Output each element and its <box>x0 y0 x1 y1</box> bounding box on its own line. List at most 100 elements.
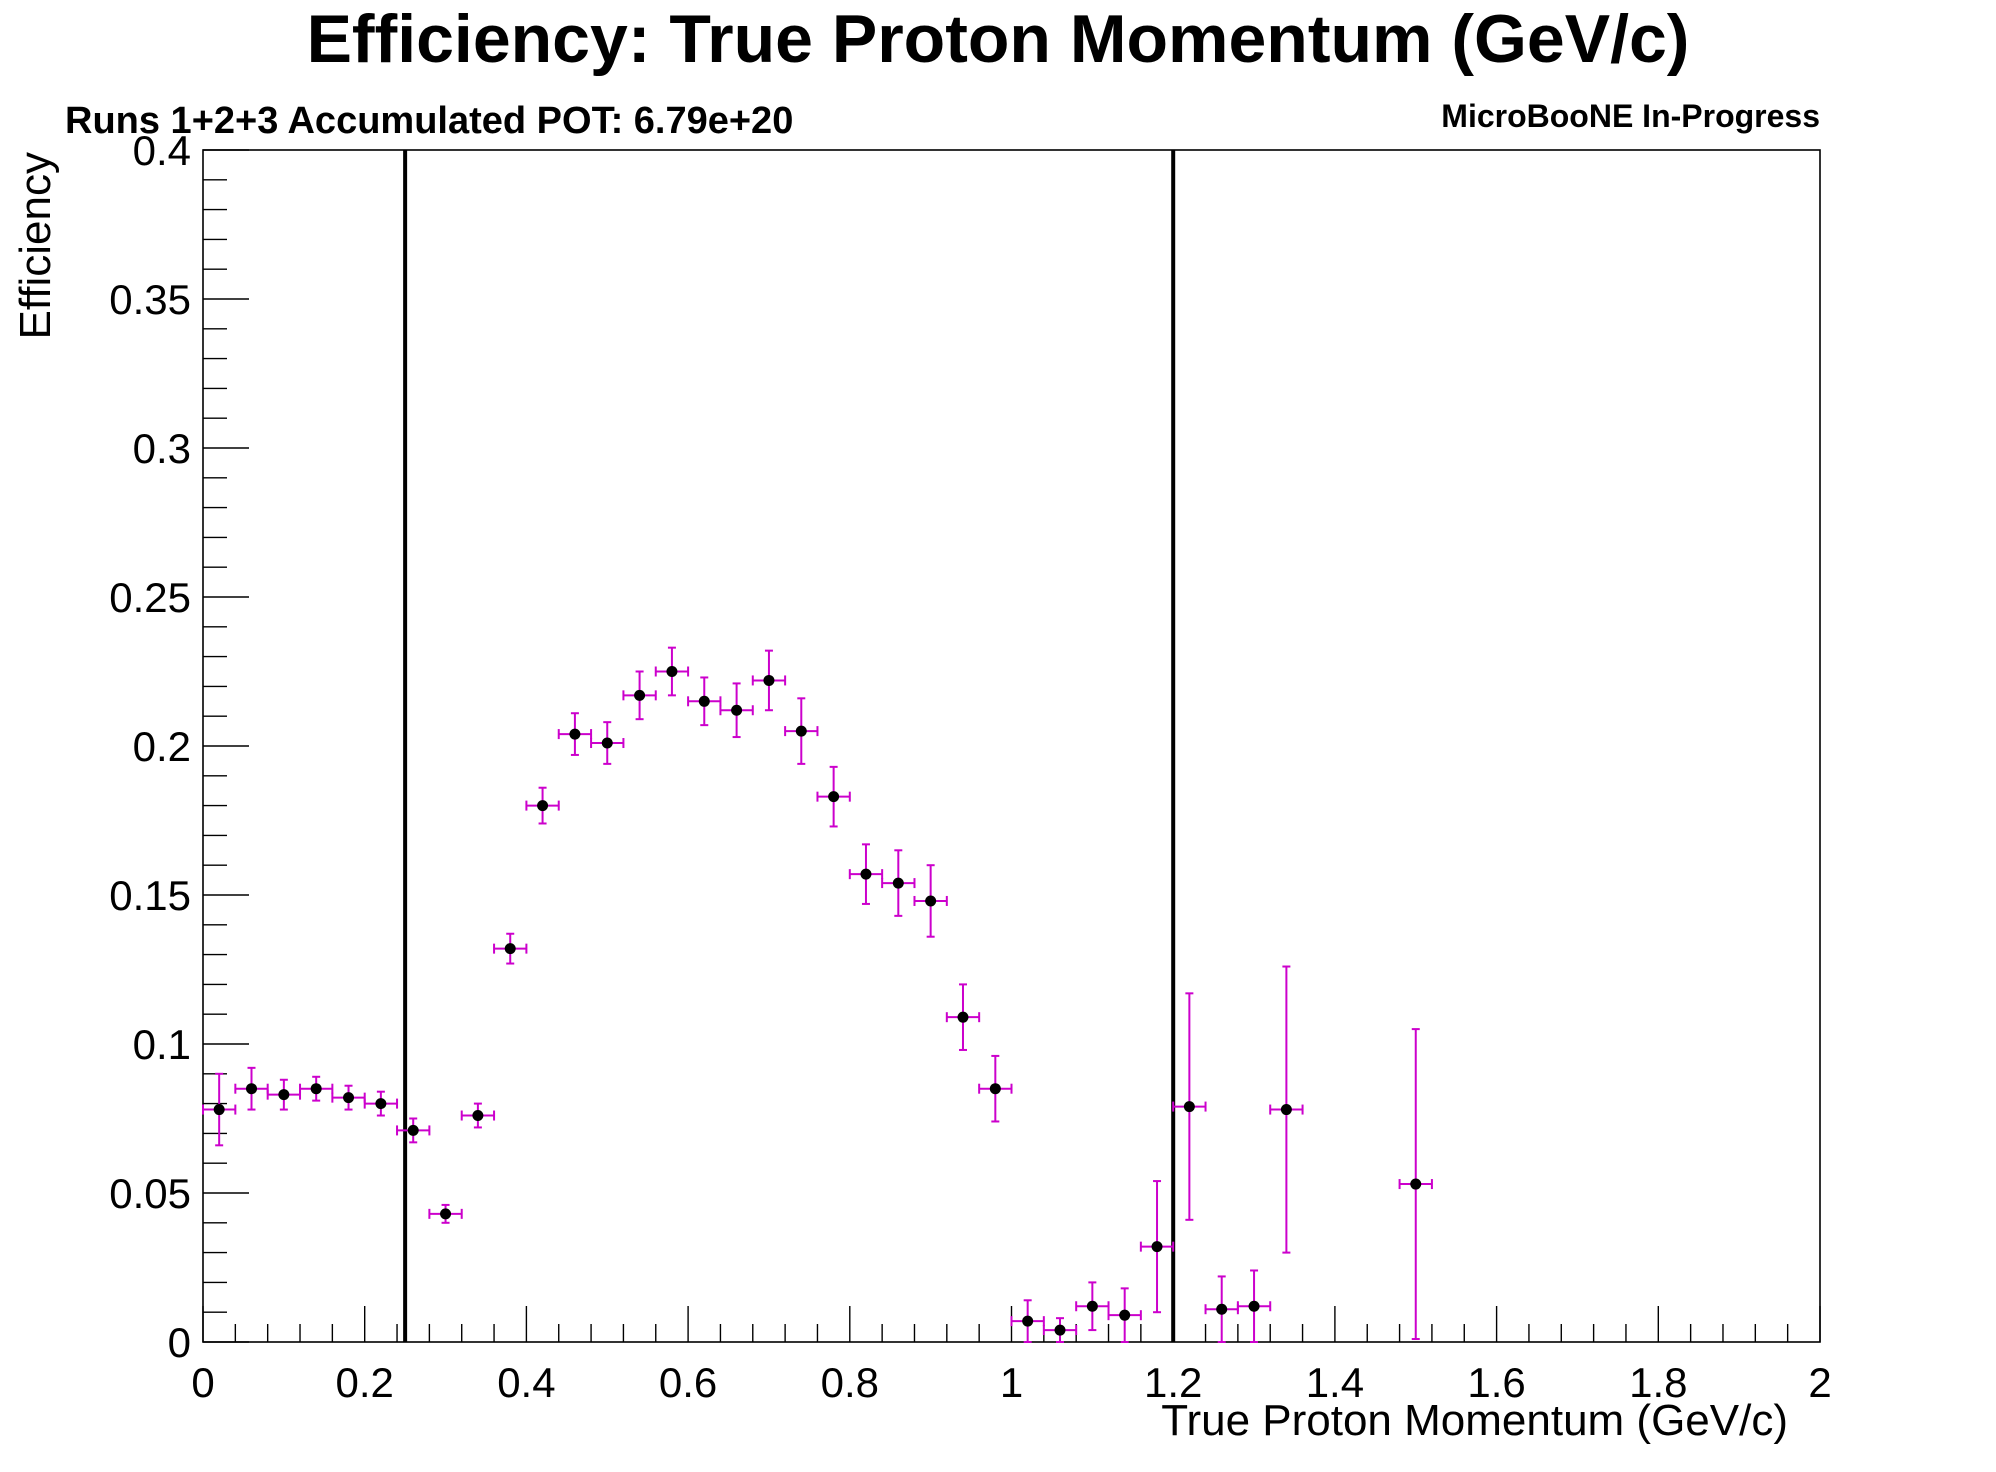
data-marker <box>537 800 549 812</box>
data-point <box>1204 1275 1239 1343</box>
data-point <box>1010 1299 1045 1343</box>
data-marker <box>246 1083 258 1095</box>
data-point <box>978 1054 1013 1123</box>
data-marker <box>1410 1178 1422 1190</box>
data-marker <box>375 1098 387 1110</box>
data-point <box>848 843 884 905</box>
data-marker <box>1086 1300 1098 1312</box>
x-tick-label: 0.6 <box>659 1359 717 1406</box>
y-axis-label: Efficiency <box>11 152 60 340</box>
data-marker <box>1183 1101 1195 1113</box>
x-axis-label: True Proton Momentum (GeV/c) <box>1161 1396 1788 1445</box>
data-marker <box>892 877 904 889</box>
data-marker <box>634 689 646 701</box>
y-tick-label: 0.1 <box>133 1021 191 1068</box>
data-marker <box>957 1011 969 1023</box>
data-marker <box>504 943 516 955</box>
plot-border <box>202 149 1821 1343</box>
plot-frame <box>202 149 1821 1343</box>
chart-subtitle: Runs 1+2+3 Accumulated POT: 6.79e+20 <box>65 100 793 142</box>
y-tick-label: 0.15 <box>109 872 191 919</box>
data-point <box>881 849 916 917</box>
x-tick-label: 1.2 <box>1144 1359 1202 1406</box>
data-point <box>1107 1287 1142 1343</box>
data-point <box>525 786 560 825</box>
y-tick-label: 0.25 <box>109 574 191 621</box>
data-point <box>1075 1281 1110 1332</box>
data-marker <box>1151 1241 1163 1253</box>
data-marker <box>989 1083 1001 1095</box>
data-marker <box>407 1124 419 1136</box>
data-point <box>202 1072 237 1147</box>
x-axis: 0 0.2 0.4 0.6 0.8 1 1.2 1.4 1.6 1.8 2 <box>191 1306 1832 1406</box>
data-point <box>687 676 722 727</box>
data-marker <box>666 666 678 677</box>
y-tick-label: 0.2 <box>133 723 191 770</box>
data-marker <box>795 725 807 737</box>
data-point <box>751 649 787 712</box>
x-tick-label: 1.8 <box>1629 1359 1687 1406</box>
data-point <box>945 983 981 1051</box>
data-marker <box>310 1083 322 1095</box>
chart-tag: MicroBooNE In-Progress <box>1441 98 1820 134</box>
data-point <box>784 697 819 765</box>
data-point <box>299 1075 334 1102</box>
data-marker <box>601 737 613 749</box>
data-point <box>719 682 754 739</box>
data-point <box>396 1117 431 1144</box>
data-point <box>1139 1180 1175 1314</box>
x-tick-label: 0.8 <box>821 1359 879 1406</box>
data-marker <box>1119 1309 1131 1321</box>
data-marker <box>1248 1300 1260 1312</box>
data-marker <box>472 1110 484 1122</box>
data-marker <box>1216 1303 1228 1315</box>
data-point <box>1172 992 1207 1221</box>
data-marker <box>343 1092 355 1104</box>
data-marker <box>1054 1324 1066 1336</box>
y-tick-label: 0 <box>168 1319 191 1366</box>
data-point <box>428 1203 463 1224</box>
chart-title: Efficiency: True Proton Momentum (GeV/c) <box>307 1 1690 77</box>
x-tick-label: 1.4 <box>1306 1359 1364 1406</box>
x-tick-label: 1 <box>1000 1359 1023 1406</box>
data-point <box>654 646 690 697</box>
x-tick-label: 0.2 <box>336 1359 394 1406</box>
data-marker <box>698 695 710 707</box>
data-marker <box>925 895 937 907</box>
x-tick-label: 2 <box>1808 1359 1831 1406</box>
data-marker <box>860 868 872 880</box>
data-marker <box>569 728 581 740</box>
cut-lines <box>403 150 1176 1342</box>
data-marker <box>213 1104 225 1116</box>
data-point <box>266 1078 302 1111</box>
data-point <box>1236 1269 1272 1343</box>
data-point <box>913 864 948 938</box>
data-point <box>557 712 593 756</box>
data-point <box>460 1102 496 1129</box>
y-tick-label: 0.35 <box>109 276 191 323</box>
data-marker <box>1280 1104 1292 1116</box>
data-point <box>590 721 625 765</box>
data-marker <box>731 704 743 716</box>
x-tick-label: 0.4 <box>497 1359 555 1406</box>
data-marker <box>278 1089 290 1101</box>
data-point <box>1269 965 1304 1254</box>
y-tick-label: 0.3 <box>133 425 191 472</box>
data-point <box>363 1090 399 1117</box>
data-point <box>816 765 851 828</box>
data-marker <box>763 674 775 686</box>
data-point <box>331 1084 366 1111</box>
data-point <box>622 670 657 721</box>
data-point <box>234 1066 269 1111</box>
y-axis: 0 0.05 0.1 0.15 0.2 0.25 0.3 0.35 0.4 <box>109 127 249 1366</box>
data-marker <box>828 791 840 803</box>
data-point <box>1398 1028 1433 1341</box>
x-tick-label: 0 <box>191 1359 214 1406</box>
y-tick-label: 0.4 <box>133 127 191 174</box>
data-marker <box>1022 1315 1034 1327</box>
x-tick-label: 1.6 <box>1467 1359 1525 1406</box>
data-point <box>493 932 528 965</box>
data-marker <box>440 1208 452 1220</box>
data-point <box>1042 1317 1078 1343</box>
